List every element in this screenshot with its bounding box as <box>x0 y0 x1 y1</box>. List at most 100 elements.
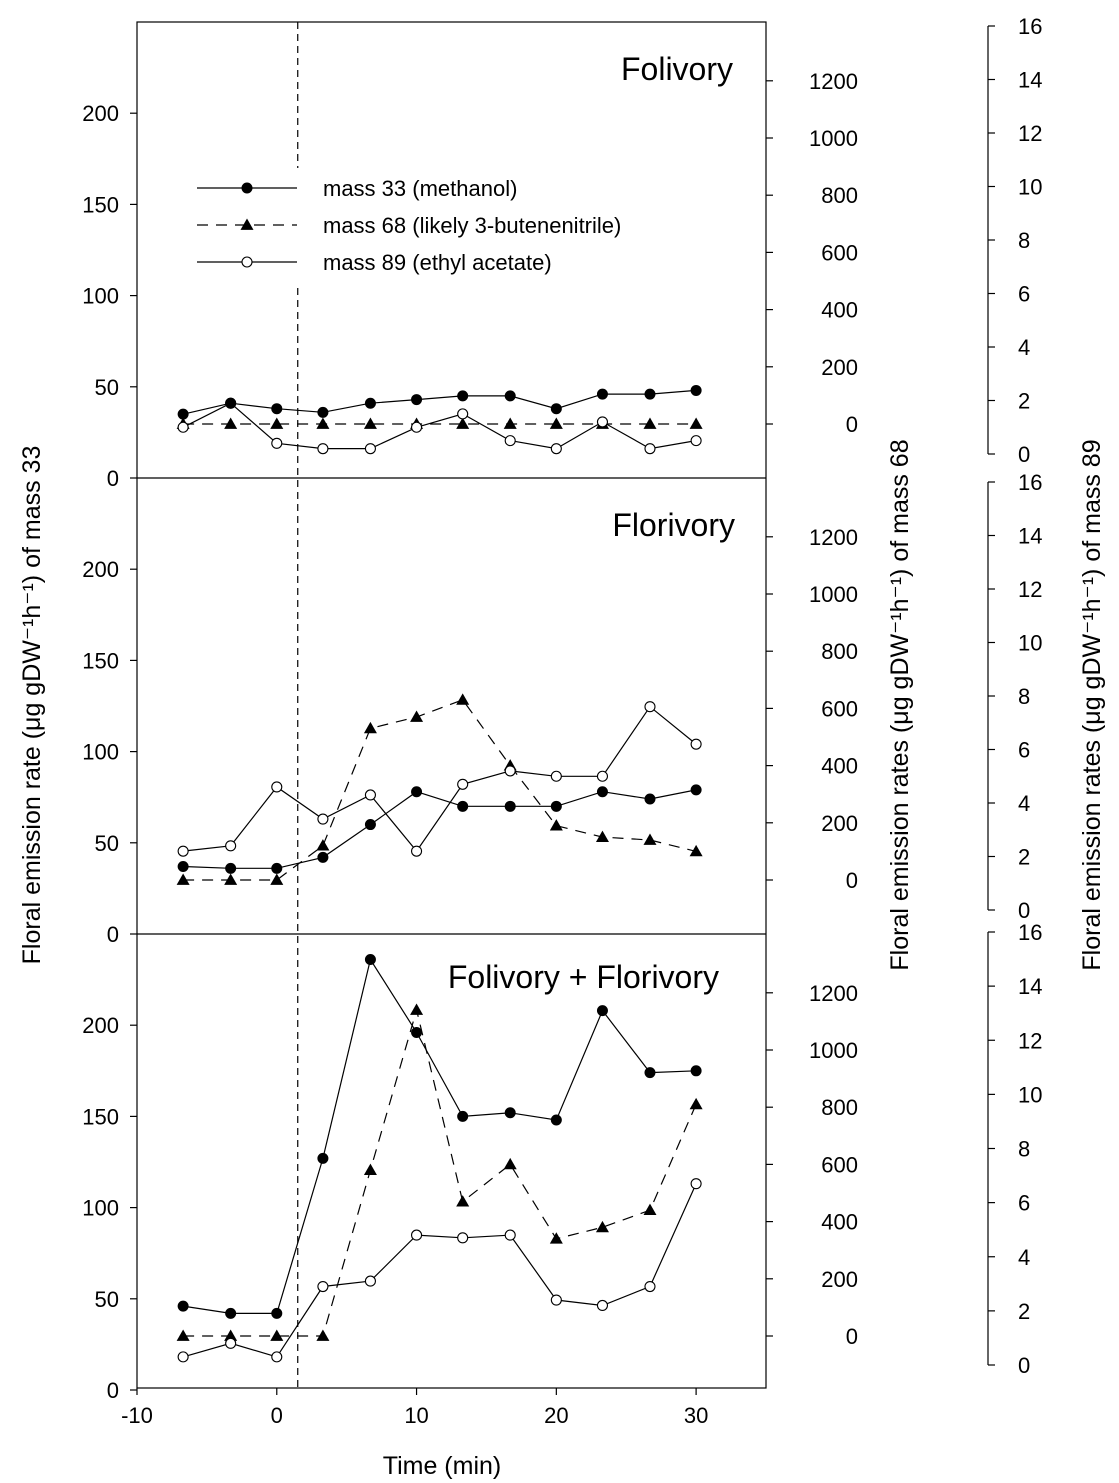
data-point-mass68 <box>363 1163 377 1175</box>
data-point-mass68 <box>549 1232 563 1244</box>
y-tick-label-mass68: 800 <box>821 1095 858 1120</box>
data-point-mass68 <box>410 710 424 722</box>
series-line-mass89 <box>183 705 697 853</box>
data-point-mass33 <box>457 1110 469 1122</box>
y-tick-label-mass33: 100 <box>82 740 119 765</box>
panel-title: Folivory <box>621 51 733 87</box>
y-tick-label-mass89: 14 <box>1018 68 1042 93</box>
data-point-mass68 <box>363 417 377 429</box>
data-point-mass68 <box>689 844 703 857</box>
data-point-mass68 <box>224 1329 238 1341</box>
y-tick-label-mass68: 1000 <box>809 1038 858 1063</box>
y-tick-label-mass33: 0 <box>107 922 119 947</box>
data-point-mass68 <box>643 417 657 429</box>
data-point-mass33 <box>317 406 329 418</box>
data-point-mass68 <box>456 693 470 705</box>
series-line-mass89 <box>182 402 697 450</box>
data-point-mass33 <box>177 1300 189 1312</box>
data-point-mass89 <box>225 1337 237 1349</box>
y-tick-label-mass33: 50 <box>95 1287 119 1312</box>
y-tick-label-mass68: 200 <box>821 355 858 380</box>
data-point-mass89 <box>177 845 189 857</box>
data-point-mass33 <box>504 1107 516 1119</box>
data-point-mass68 <box>316 1329 330 1341</box>
y-tick-label-mass89: 8 <box>1018 1137 1030 1162</box>
data-point-mass68 <box>643 833 657 845</box>
data-point-mass68 <box>270 1329 284 1341</box>
series-line-mass89 <box>182 1183 697 1358</box>
data-point-mass33 <box>177 408 189 420</box>
data-point-mass68 <box>363 721 377 734</box>
panel-3 <box>176 954 703 1363</box>
y-tick-label-mass89: 0 <box>1018 1353 1030 1378</box>
y-tick-label-mass89: 4 <box>1018 335 1030 360</box>
data-point-mass89 <box>271 781 283 793</box>
data-point-mass89 <box>690 435 702 447</box>
y-tick-label-mass68: 400 <box>821 298 858 323</box>
data-point-mass89 <box>271 437 283 449</box>
data-point-mass68 <box>689 417 703 429</box>
y-tick-label-mass33: 150 <box>82 648 119 673</box>
data-point-mass68 <box>689 1097 703 1110</box>
series-line-mass33 <box>183 957 697 1315</box>
panels-layer: Folivory Florivory Folivory + Florivory <box>176 51 735 1363</box>
data-point-mass68 <box>549 819 563 831</box>
y-tick-label-mass89: 6 <box>1018 1191 1030 1216</box>
data-point-mass89 <box>550 770 562 782</box>
y-tick-label-mass89: 0 <box>1018 898 1030 923</box>
data-point-mass33 <box>596 388 608 400</box>
data-point-mass33 <box>550 403 562 415</box>
panel-title: Folivory + Florivory <box>448 959 719 995</box>
y-tick-label-mass89: 4 <box>1018 1245 1030 1270</box>
y-tick-label-mass68: 600 <box>821 696 858 721</box>
panel-title: Florivory <box>612 507 735 543</box>
y-tick-label-mass33: 200 <box>82 557 119 582</box>
y-tick-label-mass33: 200 <box>82 101 119 126</box>
data-point-mass68 <box>176 873 190 885</box>
data-point-mass33 <box>411 786 423 798</box>
data-point-mass89 <box>457 778 469 790</box>
y-tick-label-mass68: 800 <box>821 183 858 208</box>
y-tick-label-mass33: 100 <box>82 1196 119 1221</box>
data-point-mass89 <box>364 789 376 801</box>
y-tick-label-mass89: 8 <box>1018 228 1030 253</box>
legend-label-mass33: mass 33 (methanol) <box>323 176 517 201</box>
data-point-mass89 <box>317 813 329 825</box>
y-tick-label-mass33: 200 <box>82 1013 119 1038</box>
data-point-mass68 <box>224 417 238 429</box>
y-tick-label-mass68: 0 <box>846 412 858 437</box>
y-tick-label-mass33: 50 <box>95 831 119 856</box>
data-point-mass89 <box>271 1351 283 1363</box>
y-tick-label-mass68: 1200 <box>809 981 858 1006</box>
y-tick-label-mass33: 50 <box>95 375 119 400</box>
y-tick-label-mass68: 1200 <box>809 69 858 94</box>
data-point-mass33 <box>225 1307 237 1319</box>
data-point-mass33 <box>271 1307 283 1319</box>
y-tick-label-mass89: 6 <box>1018 738 1030 763</box>
data-point-mass68 <box>456 417 470 429</box>
x-tick-label: 0 <box>271 1403 283 1428</box>
legend-marker-mass68 <box>240 218 254 230</box>
y-tick-label-mass89: 16 <box>1018 920 1042 945</box>
y-tick-label-mass89: 6 <box>1018 282 1030 307</box>
y-tick-label-mass89: 16 <box>1018 470 1042 495</box>
data-point-mass33 <box>504 390 516 402</box>
data-point-mass89 <box>690 738 702 750</box>
data-point-mass33 <box>364 819 376 831</box>
series-line-mass33 <box>182 389 697 415</box>
data-point-mass33 <box>457 800 469 812</box>
y-tick-label-mass68: 1000 <box>809 126 858 151</box>
data-point-mass33 <box>596 1005 608 1017</box>
legend: mass 33 (methanol) mass 68 (likely 3-bute… <box>197 176 621 275</box>
y-tick-label-mass89: 2 <box>1018 1299 1030 1324</box>
y-tick-label-mass33: 0 <box>107 1378 119 1403</box>
x-axis-label: Time (min) <box>383 1452 502 1480</box>
data-point-mass89 <box>644 701 656 713</box>
data-point-mass68 <box>316 417 330 429</box>
data-point-mass68 <box>503 417 517 429</box>
y-tick-label-mass89: 12 <box>1018 1028 1042 1053</box>
data-point-mass33 <box>504 800 516 812</box>
data-point-mass89 <box>177 1351 189 1363</box>
data-point-mass68 <box>410 1003 424 1015</box>
data-point-mass33 <box>457 390 469 402</box>
